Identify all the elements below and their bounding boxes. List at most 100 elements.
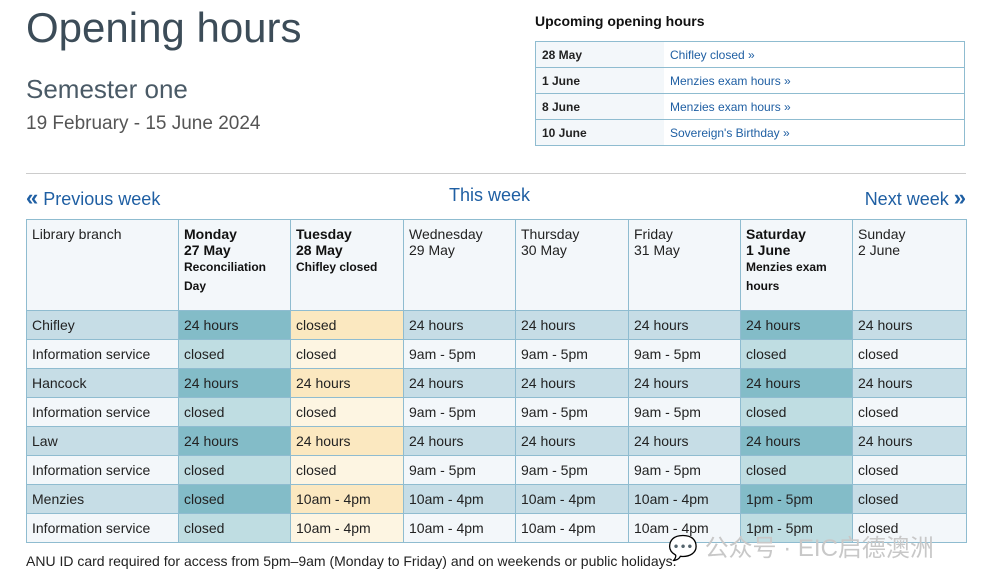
branch-name: Hancock <box>26 368 179 398</box>
hours-cell: 24 hours <box>290 368 404 398</box>
upcoming-date: 1 June <box>535 67 664 94</box>
hours-cell: closed <box>290 310 404 340</box>
next-week-link[interactable]: Next week » <box>865 185 966 211</box>
hours-cell: 24 hours <box>852 368 967 398</box>
hours-cell: 9am - 5pm <box>515 397 629 427</box>
divider <box>26 173 966 174</box>
upcoming-link[interactable]: Chifley closed » <box>664 41 965 68</box>
upcoming-link[interactable]: Menzies exam hours » <box>664 93 965 120</box>
hours-cell: 24 hours <box>852 426 967 456</box>
hours-cell: 24 hours <box>515 368 629 398</box>
hours-table: Library branch Monday 27 May Reconciliation… <box>26 219 967 543</box>
upcoming-date: 8 June <box>535 93 664 120</box>
day-name: Saturday <box>746 226 806 242</box>
upcoming-item: 28 May Chifley closed » <box>535 41 965 68</box>
this-week-label: This week <box>449 185 531 205</box>
hours-cell: 24 hours <box>852 310 967 340</box>
watermark-text: 公众号 · EIC启德澳洲 <box>704 535 934 562</box>
hours-cell: closed <box>178 455 291 485</box>
day-name: Wednesday <box>409 226 483 242</box>
this-week-link[interactable]: This week <box>449 185 530 206</box>
day-date: 29 May <box>409 242 455 258</box>
day-note: Reconciliation Day <box>184 260 267 293</box>
day-header: Thursday 30 May <box>515 219 629 311</box>
hours-cell: 24 hours <box>178 426 291 456</box>
day-date: 28 May <box>296 242 343 258</box>
day-header: Monday 27 May Reconciliation Day <box>178 219 291 311</box>
double-chevron-left-icon: « <box>26 185 39 210</box>
hours-cell: 1pm - 5pm <box>740 484 853 514</box>
branch-name: Information service <box>26 513 179 543</box>
upcoming-title: Upcoming opening hours <box>535 13 705 29</box>
watermark: 💬 公众号 · EIC启德澳洲 <box>668 528 934 563</box>
day-header: Friday 31 May <box>628 219 741 311</box>
hours-cell: closed <box>740 455 853 485</box>
day-name: Monday <box>184 226 237 242</box>
hours-cell: closed <box>740 397 853 427</box>
day-date: 30 May <box>521 242 567 258</box>
day-header: Tuesday 28 May Chifley closed <box>290 219 404 311</box>
upcoming-date: 28 May <box>535 41 664 68</box>
table-row: Law 24 hours 24 hours 24 hours 24 hours 24 ho… <box>26 426 967 456</box>
branch-header: Library branch <box>26 219 179 311</box>
upcoming-item: 8 June Menzies exam hours » <box>535 93 965 120</box>
hours-cell: 10am - 4pm <box>628 513 741 543</box>
table-row: Information service closed closed 9am - 5pm… <box>26 339 967 369</box>
hours-cell: closed <box>290 455 404 485</box>
hours-cell: 24 hours <box>515 426 629 456</box>
day-name: Thursday <box>521 226 580 242</box>
hours-cell: 10am - 4pm <box>628 484 741 514</box>
table-row: Menzies closed 10am - 4pm 10am - 4pm 10am - … <box>26 484 967 514</box>
hours-cell: closed <box>852 484 967 514</box>
table-row: Hancock 24 hours 24 hours 24 hours 24 hours 2… <box>26 368 967 398</box>
upcoming-link[interactable]: Menzies exam hours » <box>664 67 965 94</box>
semester-title: Semester one <box>26 74 188 104</box>
hours-cell: closed <box>852 397 967 427</box>
hours-cell: 9am - 5pm <box>515 339 629 369</box>
hours-cell: 10am - 4pm <box>403 513 516 543</box>
hours-cell: closed <box>178 484 291 514</box>
date-range: 19 February - 15 June 2024 <box>26 113 261 134</box>
hours-cell: 10am - 4pm <box>515 484 629 514</box>
upcoming-link[interactable]: Sovereign's Birthday » <box>664 119 965 146</box>
day-name: Tuesday <box>296 226 352 242</box>
previous-week-link[interactable]: « Previous week <box>26 185 160 211</box>
day-date: 31 May <box>634 242 680 258</box>
upcoming-date: 10 June <box>535 119 664 146</box>
double-chevron-right-icon: » <box>953 185 966 210</box>
day-date: 2 June <box>858 242 901 258</box>
hours-cell: 24 hours <box>178 310 291 340</box>
hours-cell: closed <box>852 339 967 369</box>
table-row: Chifley 24 hours closed 24 hours 24 hours 24 … <box>26 310 967 340</box>
hours-cell: 10am - 4pm <box>290 484 404 514</box>
hours-cell: closed <box>178 339 291 369</box>
day-name: Friday <box>634 226 673 242</box>
upcoming-table: 28 May Chifley closed » 1 June Menzies exam… <box>535 41 965 146</box>
header-row: Library branch Monday 27 May Reconciliation… <box>26 219 967 311</box>
next-week-label: Next week <box>864 189 949 209</box>
hours-cell: closed <box>178 513 291 543</box>
hours-cell: 24 hours <box>403 310 516 340</box>
hours-cell: closed <box>178 397 291 427</box>
hours-cell: 10am - 4pm <box>290 513 404 543</box>
branch-name: Law <box>26 426 179 456</box>
previous-week-label: Previous week <box>43 189 161 209</box>
hours-cell: closed <box>852 455 967 485</box>
footnote: ANU ID card required for access from 5pm… <box>26 553 677 569</box>
hours-cell: 9am - 5pm <box>628 339 741 369</box>
hours-cell: 9am - 5pm <box>403 455 516 485</box>
hours-cell: 24 hours <box>740 310 853 340</box>
hours-cell: 1pm - 5pm <box>740 513 853 543</box>
day-note: Menzies exam hours <box>746 260 827 293</box>
hours-cell: 24 hours <box>178 368 291 398</box>
upcoming-item: 1 June Menzies exam hours » <box>535 67 965 94</box>
hours-cell: 24 hours <box>628 310 741 340</box>
day-header: Saturday 1 June Menzies exam hours <box>740 219 853 311</box>
page-title: Opening hours <box>26 4 302 51</box>
hours-cell: 24 hours <box>740 426 853 456</box>
wechat-icon: 💬 <box>668 535 705 562</box>
branch-name: Menzies <box>26 484 179 514</box>
table-row: Information service closed closed 9am - 5pm… <box>26 455 967 485</box>
hours-cell: closed <box>740 339 853 369</box>
hours-cell: 24 hours <box>628 368 741 398</box>
